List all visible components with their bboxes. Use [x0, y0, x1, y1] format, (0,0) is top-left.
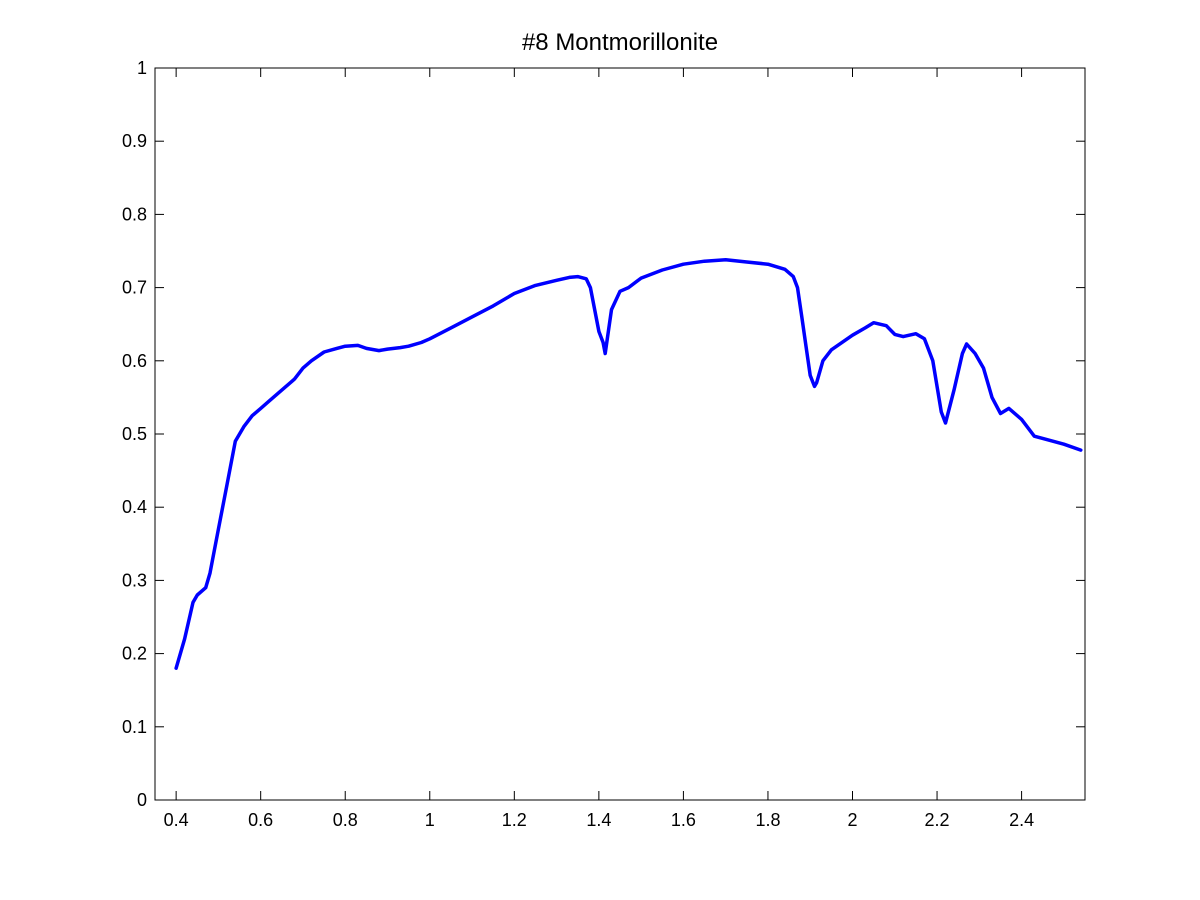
y-tick-label: 0.5	[122, 424, 147, 444]
x-tick-label: 1.2	[502, 810, 527, 830]
y-tick-label: 0.1	[122, 717, 147, 737]
chart-title: #8 Montmorillonite	[522, 29, 718, 56]
x-tick-label: 1.4	[586, 810, 611, 830]
y-tick-label: 0.9	[122, 131, 147, 151]
x-tick-label: 2.4	[1009, 810, 1034, 830]
y-tick-label: 0.8	[122, 204, 147, 224]
plot-area	[154, 67, 1086, 801]
x-tick-label: 2.2	[925, 810, 950, 830]
axes-box	[154, 67, 1086, 801]
reflectance-series-line	[174, 258, 1083, 670]
y-tick-label: 0	[137, 790, 147, 810]
y-tick-label: 0.7	[122, 278, 147, 298]
x-tick-label: 2	[847, 810, 857, 830]
x-axis: 0.4 0.6 0.8 1 1.2 1.4 1.6 1.8 2 2.2 2.4	[164, 68, 1034, 830]
y-tick-label: 1	[137, 58, 147, 78]
x-tick-label: 1.6	[671, 810, 696, 830]
x-tick-label: 1	[425, 810, 435, 830]
y-tick-label: 0.4	[122, 497, 147, 517]
x-tick-label: 0.8	[333, 810, 358, 830]
y-axis: 0 0.1 0.2 0.3 0.4 0.5 0.6 0.7 0.8 0.9 1	[122, 58, 1085, 810]
y-tick-label: 0.3	[122, 570, 147, 590]
x-tick-label: 0.4	[164, 810, 189, 830]
x-tick-label: 1.8	[755, 810, 780, 830]
y-tick-label: 0.6	[122, 351, 147, 371]
x-tick-label: 0.6	[248, 810, 273, 830]
y-tick-label: 0.2	[122, 644, 147, 664]
